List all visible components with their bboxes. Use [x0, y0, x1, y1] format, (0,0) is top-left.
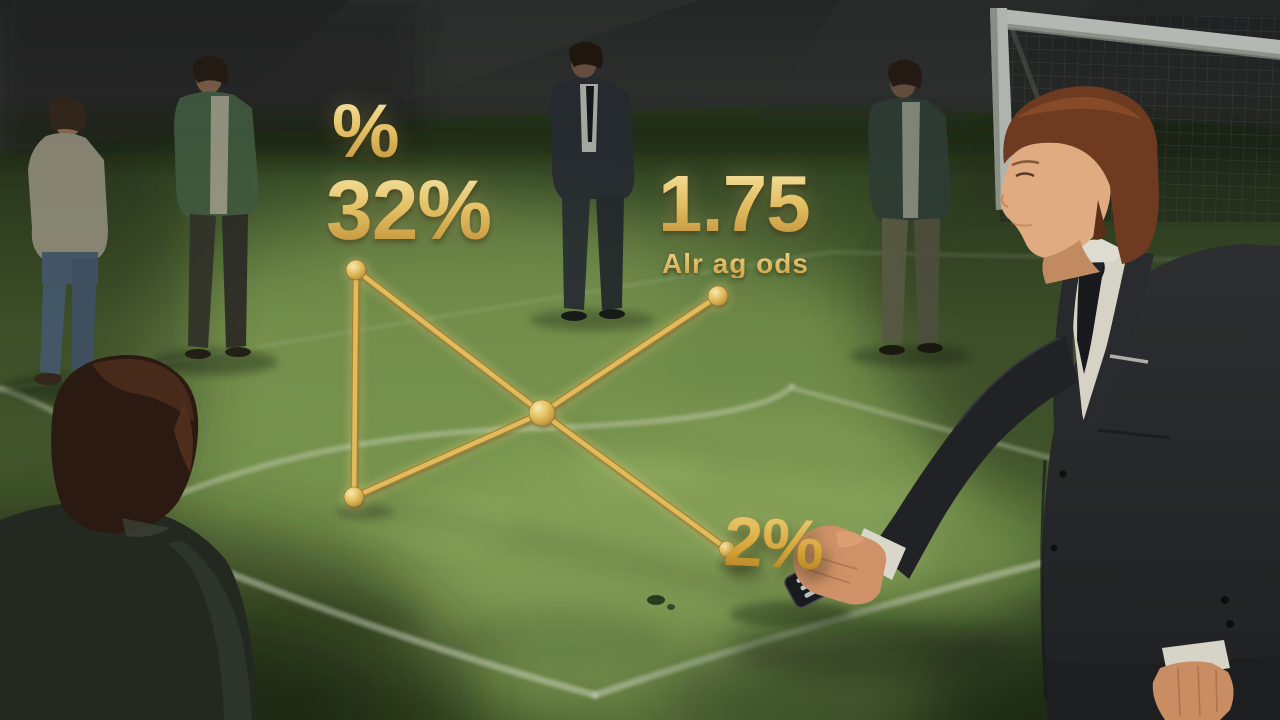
graph-edge-bottom-left-center	[351, 410, 545, 500]
hair	[193, 55, 229, 85]
dirt-spot	[647, 595, 665, 605]
graph-edge-center-top-right	[539, 293, 721, 416]
stadium-stands	[0, 0, 1280, 154]
pants	[188, 214, 216, 348]
shirt	[902, 102, 920, 218]
graph-node-top-left	[345, 259, 367, 281]
gold-line-graph	[343, 259, 736, 558]
hair	[1003, 86, 1159, 264]
percent-symbol-label: %	[332, 89, 400, 174]
foreground-observer-back-view	[0, 355, 258, 720]
probability-value-label: 32%	[326, 163, 492, 257]
neck	[1042, 240, 1100, 284]
odds-caption-label: Alr ag ods	[662, 248, 809, 279]
graph-edge-top-left-center	[353, 267, 545, 416]
hair	[888, 59, 922, 89]
eyebrow	[1011, 160, 1040, 167]
spectator-right	[868, 59, 951, 355]
odds-value-label: 1.75	[658, 159, 811, 248]
pocket-square	[1109, 354, 1149, 364]
jacket-button	[1059, 470, 1067, 478]
graph-edge-center-bottom-right	[539, 410, 730, 552]
sweater	[28, 132, 108, 260]
finger-lines	[808, 555, 858, 584]
mouth	[1011, 222, 1033, 227]
hand	[793, 525, 887, 605]
graph-node-center	[528, 399, 556, 427]
lapel-right	[1086, 250, 1154, 428]
graph-edge-top-left-bottom-left	[351, 267, 359, 500]
spectator-left	[28, 97, 108, 385]
graph-node-top-right	[707, 285, 729, 307]
tie	[586, 86, 594, 142]
pocket-flap	[1097, 428, 1171, 440]
sleeve-button	[1221, 596, 1229, 604]
trousers	[562, 196, 590, 310]
tie	[1077, 260, 1105, 374]
spectator-suit-back	[550, 41, 635, 321]
shirt	[210, 96, 229, 214]
eye	[1015, 172, 1035, 178]
jeans	[40, 256, 68, 374]
spectator-green-jacket	[174, 55, 259, 359]
reaching-arm	[872, 335, 1078, 579]
pants	[882, 218, 908, 344]
graph-node-bottom-right	[718, 540, 736, 558]
goal-crossbar	[992, 8, 1280, 58]
face	[1000, 133, 1112, 258]
graph-node-bottom-left	[343, 486, 365, 508]
hair	[569, 41, 603, 69]
nose	[1000, 194, 1009, 208]
small-percent-label: 2%	[722, 501, 825, 585]
businessman-main	[784, 86, 1280, 720]
hair	[48, 97, 86, 133]
hand-right	[1152, 661, 1234, 720]
